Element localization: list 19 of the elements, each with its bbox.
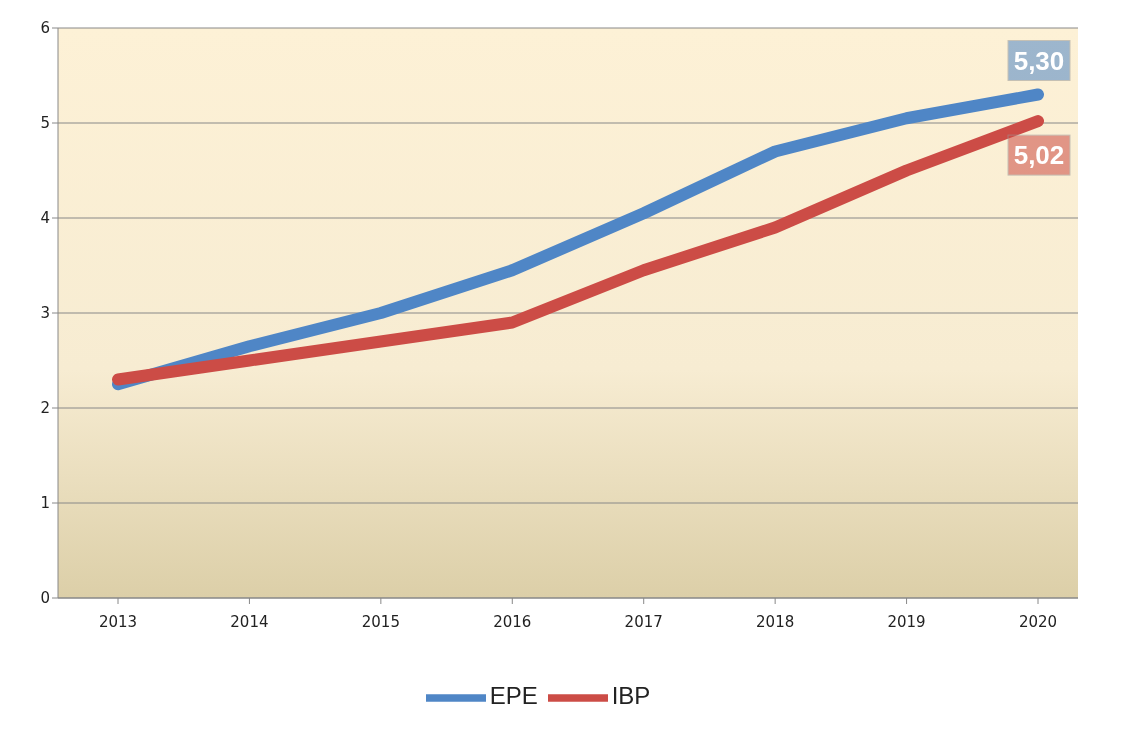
y-tick-label: 3 <box>40 304 50 323</box>
legend-label: EPE <box>489 682 538 710</box>
x-tick-label: 2013 <box>98 612 138 631</box>
y-tick-label: 5 <box>40 114 50 133</box>
data-label: 5,02 <box>1013 140 1065 171</box>
y-tick-label: 1 <box>40 494 50 513</box>
y-tick-label: 4 <box>40 209 50 228</box>
y-tick-label: 2 <box>40 399 50 418</box>
x-tick-label: 2016 <box>493 612 532 631</box>
data-label: 5,30 <box>1013 45 1065 76</box>
y-tick-label: 0 <box>40 589 50 608</box>
y-tick-label: 6 <box>40 19 50 38</box>
x-tick-label: 2015 <box>361 612 400 631</box>
x-tick-label: 2020 <box>1018 612 1058 631</box>
legend-label: IBP <box>611 682 651 710</box>
x-tick-label: 2017 <box>624 612 663 631</box>
x-tick-label: 2019 <box>887 612 926 631</box>
x-tick-label: 2018 <box>756 612 795 631</box>
x-tick-label: 2014 <box>230 612 269 631</box>
